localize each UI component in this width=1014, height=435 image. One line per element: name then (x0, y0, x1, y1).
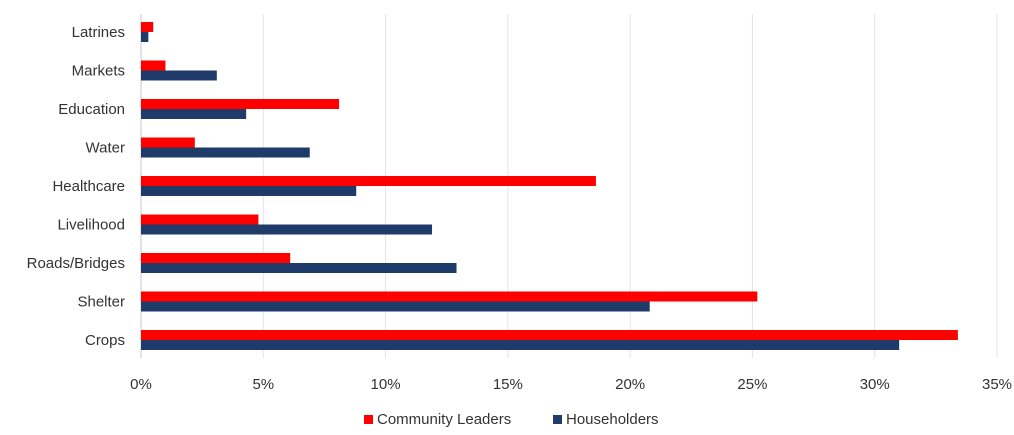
legend-label: Householders (566, 411, 659, 428)
x-axis-ticks: 0% 5% 10% 15% 20% 25% 30% 35% (130, 376, 1012, 393)
bar-householders-healthcare (141, 186, 357, 196)
legend: Community Leaders Householders (364, 411, 659, 428)
category-label: Education (58, 101, 125, 118)
legend-swatch (553, 415, 562, 424)
legend-swatch (364, 415, 373, 424)
bars (141, 22, 958, 350)
x-tick-label: 0% (130, 376, 152, 393)
category-label: Livelihood (57, 217, 125, 234)
category-label: Water (86, 140, 125, 157)
x-tick-label: 15% (493, 376, 523, 393)
bar-householders-crops (141, 340, 900, 350)
bar-community-leaders-healthcare (141, 176, 596, 186)
bar-community-leaders-water (141, 137, 195, 148)
category-label: Latrines (72, 24, 125, 41)
bar-community-leaders-markets (141, 60, 166, 71)
bar-householders-livelihood (141, 224, 433, 235)
category-label: Crops (85, 332, 125, 349)
bar-householders-education (141, 109, 247, 119)
bar-community-leaders-roads-bridges (141, 253, 291, 263)
bar-householders-shelter (141, 301, 650, 312)
x-tick-label: 10% (371, 376, 401, 393)
bar-community-leaders-latrines (141, 22, 154, 32)
x-tick-label: 20% (615, 376, 645, 393)
x-tick-label: 5% (252, 376, 274, 393)
bar-householders-roads-bridges (141, 263, 457, 273)
x-tick-label: 35% (982, 376, 1012, 393)
category-label: Shelter (77, 294, 125, 311)
bar-community-leaders-livelihood (141, 214, 259, 225)
bar-householders-latrines (141, 32, 149, 42)
category-labels: Latrines Markets Education Water Healthcare L… (27, 24, 125, 349)
legend-label: Community Leaders (377, 411, 511, 428)
category-label: Markets (72, 63, 125, 80)
bar-community-leaders-crops (141, 330, 958, 340)
bar-householders-water (141, 147, 310, 158)
category-label: Roads/Bridges (27, 255, 125, 272)
x-tick-label: 30% (860, 376, 890, 393)
bar-householders-markets (141, 70, 217, 81)
bar-community-leaders-shelter (141, 291, 758, 302)
category-label: Healthcare (52, 178, 125, 195)
x-tick-label: 25% (737, 376, 767, 393)
bar-community-leaders-education (141, 99, 340, 109)
